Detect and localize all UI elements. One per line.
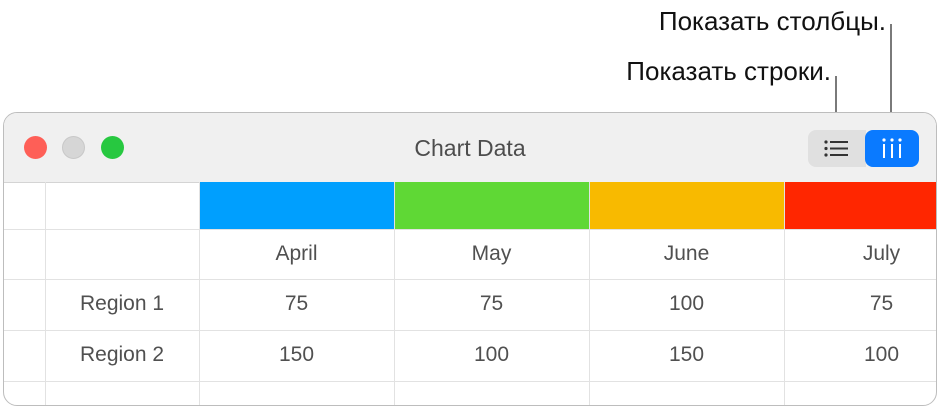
callout-show-rows: Показать строки. [626,56,831,86]
columns-icon [882,138,902,158]
series-color-may[interactable] [394,182,589,229]
callout-show-columns: Показать столбцы. [658,6,886,36]
minimize-button[interactable] [62,136,85,159]
cell[interactable]: 150 [278,343,315,366]
cell[interactable]: 150 [668,343,705,366]
column-header-june[interactable]: June [663,242,710,265]
cell[interactable]: 75 [869,292,894,315]
cell[interactable]: 75 [284,292,309,315]
row-header-region-2[interactable]: Region 2 [79,343,165,366]
series-color-april[interactable] [199,182,394,229]
series-color-june[interactable] [589,182,784,229]
show-rows-button[interactable] [808,130,866,167]
column-header-july[interactable]: July [862,242,901,265]
list-icon [824,140,848,157]
column-header-may[interactable]: May [471,242,512,265]
cell[interactable]: 100 [668,292,705,315]
callout-line-rows [835,76,837,130]
row-header-region-1[interactable]: Region 1 [79,292,165,315]
cell[interactable]: 75 [479,292,504,315]
series-color-july[interactable] [784,182,936,229]
zoom-button[interactable] [101,136,124,159]
cell[interactable]: 100 [863,343,900,366]
title-bar: Chart Data [4,113,936,183]
column-header-april[interactable]: April [275,242,318,265]
callout-line-columns [890,24,892,132]
data-grid: April May June July Region 1 75 75 100 7… [4,182,936,405]
cell[interactable]: 100 [473,343,510,366]
window-title: Chart Data [414,135,526,161]
show-columns-button[interactable] [865,130,919,167]
close-button[interactable] [24,136,47,159]
chart-data-window: Chart Data April May June [3,112,937,406]
